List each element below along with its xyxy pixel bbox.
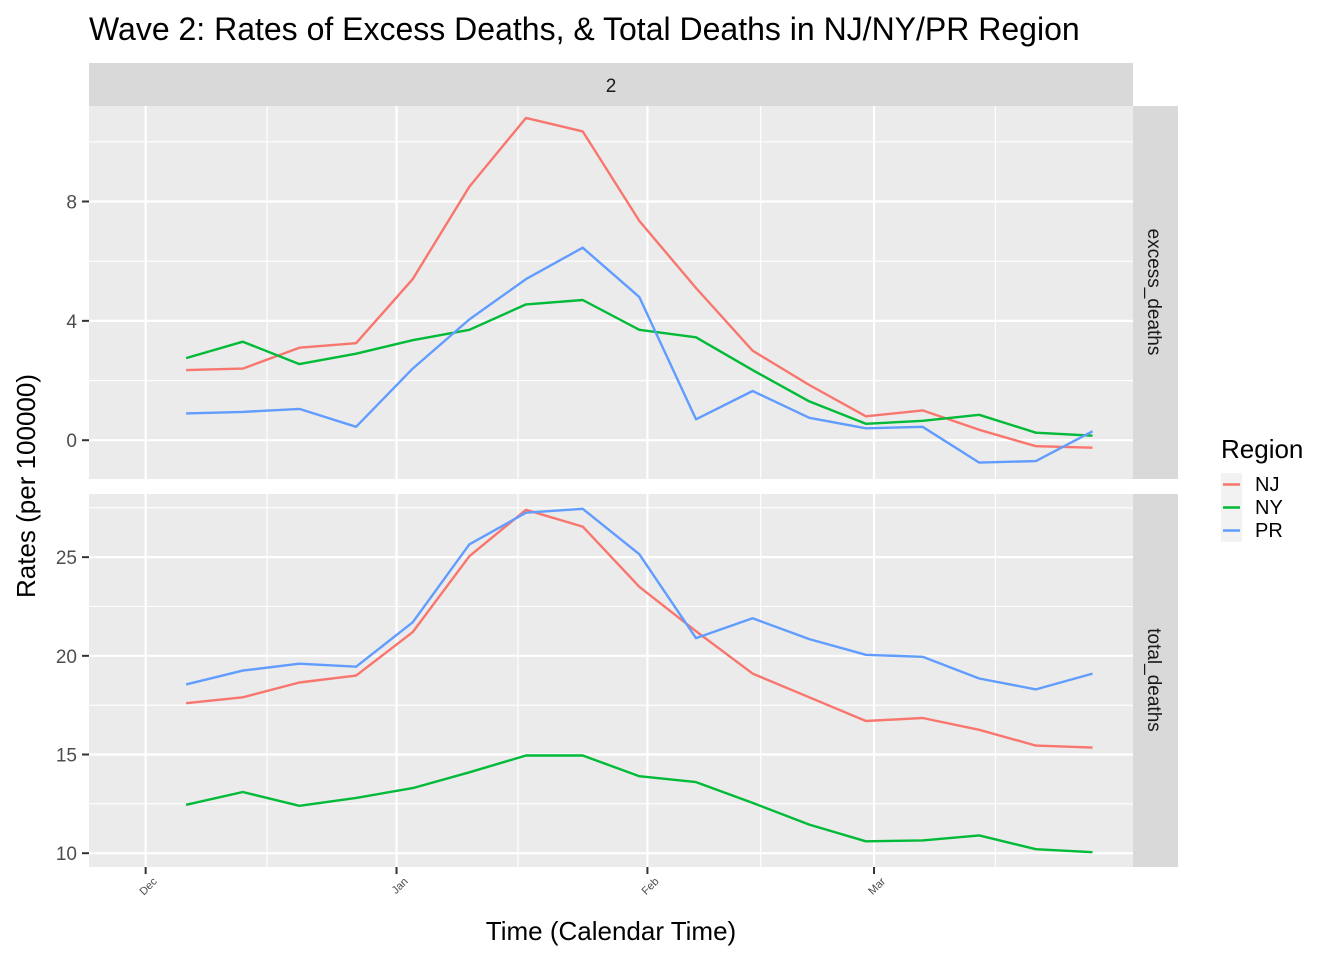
panel-total-deaths-background: [89, 494, 1133, 867]
legend-label-nj: NJ: [1255, 474, 1279, 496]
y-axis-title: Rates (per 100000): [11, 374, 41, 598]
series-line-nj-excess-deaths: [186, 116, 1093, 449]
row-strip-label-total-deaths: total_deaths: [1143, 628, 1164, 732]
x-tick-label: Jan: [390, 876, 411, 897]
x-tick-label: Mar: [866, 875, 888, 897]
y-tick-label: 0: [66, 431, 77, 452]
y-tick-label: 4: [66, 312, 77, 333]
y-tick-label: 20: [56, 647, 77, 668]
panel-total-deaths-grid: [89, 494, 1133, 867]
series-line-pr-total-deaths: [185, 507, 1093, 691]
series-line-pr-excess-deaths: [186, 246, 1094, 464]
x-tick-label: Dec: [137, 875, 160, 898]
y-tick-label: 25: [56, 548, 77, 569]
row-strip-label-excess-deaths: excess_deaths: [1143, 229, 1164, 356]
panel-total-deaths-lines: [185, 507, 1093, 854]
panel-excess-deaths-lines: [185, 116, 1094, 464]
series-line-ny-total-deaths: [185, 754, 1093, 854]
y-tick-label: 15: [56, 746, 77, 767]
panel-total-deaths-y-axis: 10 15 20 25: [56, 548, 89, 865]
legend-label-pr: PR: [1255, 520, 1283, 542]
chart-title: Wave 2: Rates of Excess Deaths, & Total …: [89, 11, 1080, 47]
column-facet-label: 2: [606, 76, 617, 97]
x-axis: Dec Jan Feb Mar: [137, 867, 888, 898]
x-axis-title: Time (Calendar Time): [486, 916, 736, 946]
x-tick-label: Feb: [640, 876, 662, 898]
panel-excess-deaths-background: [89, 106, 1133, 479]
row-strip-excess-deaths: [1133, 106, 1178, 479]
y-tick-label: 10: [56, 844, 77, 865]
row-strip-total-deaths: [1133, 494, 1178, 867]
panel-excess-deaths-y-axis: 0 4 8: [66, 192, 89, 452]
legend-title: Region: [1221, 434, 1303, 464]
series-line-nj-total-deaths: [185, 508, 1093, 749]
panel-excess-deaths-grid: [89, 106, 1133, 479]
y-tick-label: 8: [66, 192, 77, 213]
series-line-ny-excess-deaths: [185, 298, 1093, 437]
column-facet-strip: [89, 63, 1133, 106]
legend-label-ny: NY: [1255, 497, 1283, 519]
